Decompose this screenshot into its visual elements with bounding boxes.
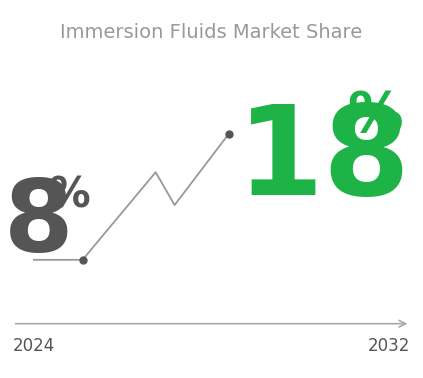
- Text: 8: 8: [4, 176, 74, 273]
- Text: 2024: 2024: [13, 337, 55, 355]
- Text: Immersion Fluids Market Share: Immersion Fluids Market Share: [60, 23, 363, 42]
- Text: 2032: 2032: [368, 337, 410, 355]
- Text: 18: 18: [237, 100, 411, 221]
- Text: %: %: [49, 175, 91, 217]
- Text: %: %: [347, 89, 403, 143]
